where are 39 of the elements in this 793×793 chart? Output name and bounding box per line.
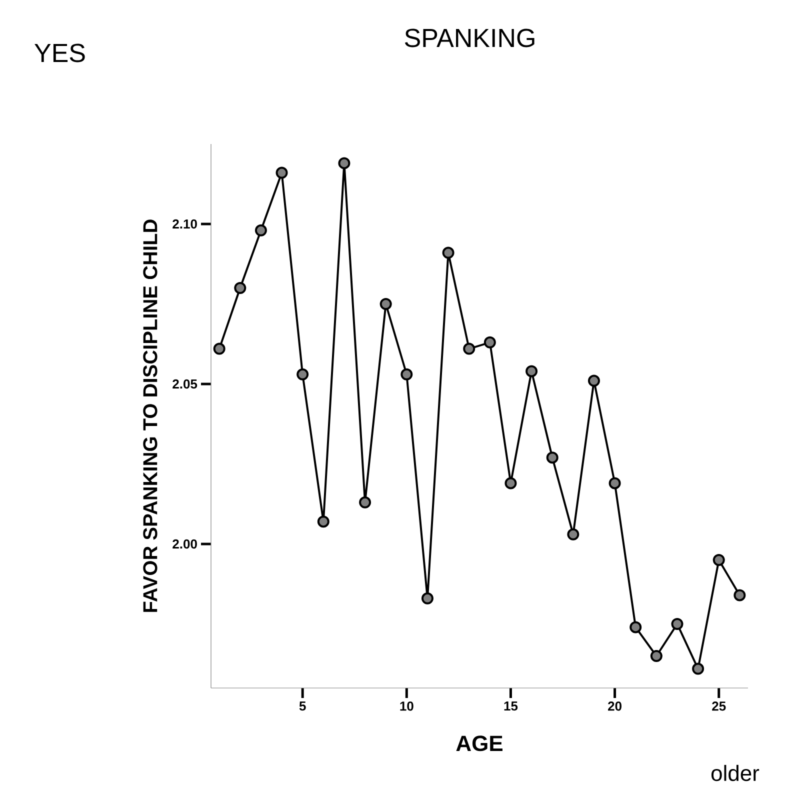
- point: [671, 618, 684, 630]
- y-tick-label: 2.00: [172, 539, 197, 549]
- point: [400, 368, 413, 380]
- x-tick-label: 10: [400, 702, 414, 711]
- text: YES: [34, 44, 85, 62]
- point: [504, 477, 517, 490]
- point: [276, 166, 288, 179]
- point: [359, 496, 372, 508]
- y-tick-label: 2.05: [172, 379, 198, 389]
- point: [463, 342, 476, 355]
- point: [254, 224, 267, 236]
- point: [380, 298, 392, 310]
- x-axis-title: AGE: [456, 736, 502, 752]
- text: older: [711, 764, 760, 782]
- point: [630, 621, 642, 634]
- point: [712, 554, 725, 566]
- point: [567, 528, 580, 540]
- chart-title: SPANKING: [404, 28, 534, 48]
- point: [734, 589, 746, 602]
- x-tick-label: 15: [504, 702, 518, 711]
- point: [650, 650, 662, 662]
- point: [526, 365, 538, 378]
- y-axis-title: FAVOR SPANKING TO DISCIPLINE CHILD: [143, 220, 158, 612]
- point: [213, 342, 226, 355]
- point: [421, 592, 434, 604]
- x-tick-label: 20: [608, 702, 622, 711]
- point: [234, 282, 246, 294]
- x-tick-label: 25: [712, 702, 726, 711]
- point: [588, 374, 600, 387]
- point: [608, 477, 621, 490]
- y-tick-label: 2.10: [172, 219, 197, 229]
- point: [296, 368, 309, 380]
- x-tick-label: 5: [299, 702, 306, 711]
- point: [317, 516, 330, 528]
- point: [484, 336, 496, 348]
- point: [546, 452, 558, 464]
- point: [338, 157, 350, 170]
- point: [692, 662, 704, 675]
- point: [442, 246, 454, 259]
